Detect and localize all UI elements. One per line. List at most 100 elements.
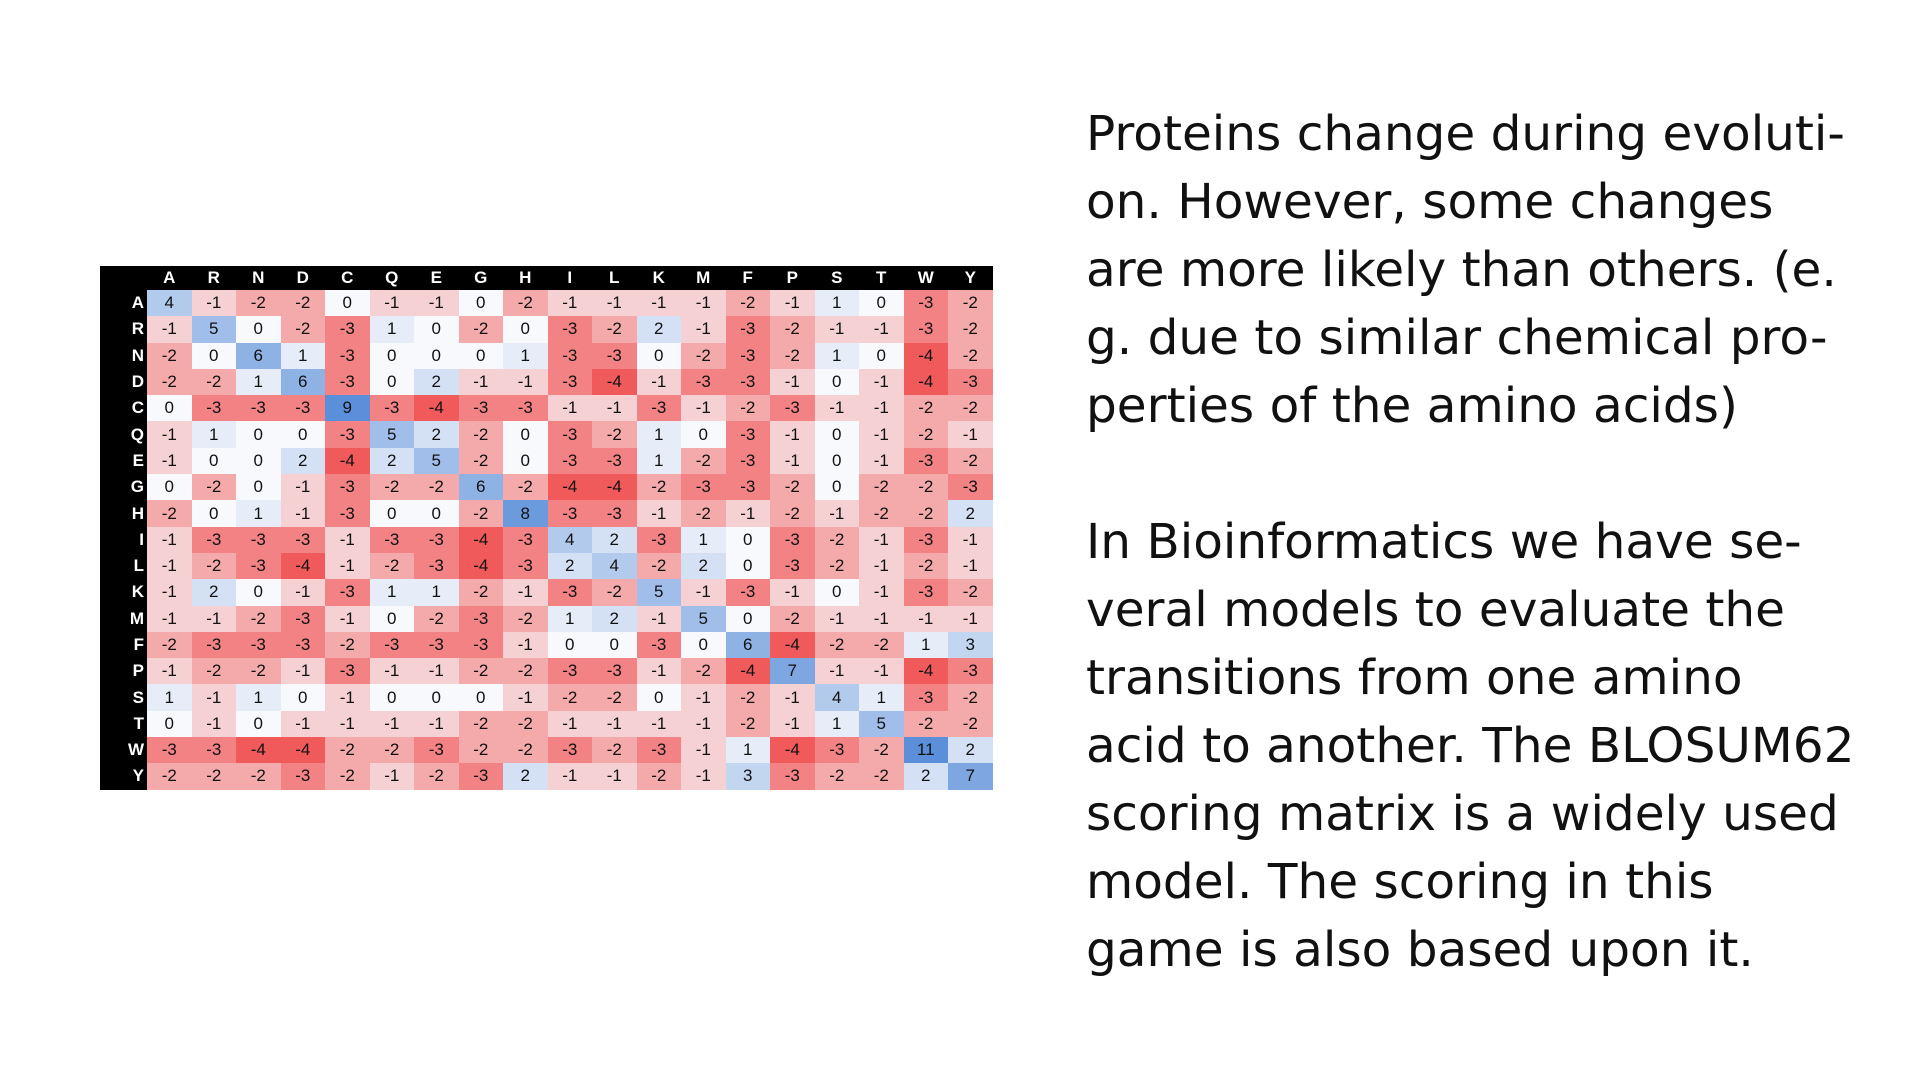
- score-cell: -4: [903, 368, 948, 396]
- row-label-k: K: [100, 579, 147, 606]
- matrix-row-l: L -1 -2 -3 -4 -1 -2 -3 -4 -3 2 4 -2 2 0 -3 -2 -1 -2 -1: [100, 552, 993, 580]
- score-cell: -1: [147, 421, 192, 448]
- score-cell: -1: [280, 658, 325, 685]
- matrix-row-e: E -1 0 0 2 -4 2 5 -2 0 -3 -3 1 -2 -3 -1 0 -1 -3 -2: [100, 447, 993, 475]
- score-cell: -4: [280, 552, 325, 580]
- score-cell: -1: [636, 290, 681, 317]
- score-cell: -1: [859, 421, 904, 448]
- text-line: Proteins change during evoluti-: [1086, 106, 1845, 162]
- score-cell: -3: [725, 579, 770, 606]
- paragraph-protein-evolution: Proteins change during evoluti- on. Howe…: [1086, 100, 1886, 440]
- score-cell: -1: [503, 684, 548, 711]
- score-cell: 5: [681, 605, 726, 632]
- score-cell: 1: [859, 684, 904, 711]
- column-label-g: G: [458, 266, 503, 290]
- score-cell: -3: [191, 631, 236, 659]
- score-cell: -3: [903, 526, 948, 553]
- matrix-row-s: S 1 -1 1 0 -1 0 0 0 -1 -2 -2 0 -1 -2 -1 4 1 -3 -2: [100, 684, 993, 711]
- text-line: game is also based upon it.: [1086, 922, 1754, 978]
- matrix-row-w: W -3 -3 -4 -4 -2 -2 -3 -2 -2 -3 -2 -3 -1 1 -4 -3 -2 11 2: [100, 737, 993, 764]
- score-cell: -3: [547, 368, 592, 396]
- score-cell: -3: [414, 526, 459, 553]
- score-cell: -1: [636, 710, 681, 738]
- score-cell: 7: [770, 658, 815, 685]
- score-cell: -2: [325, 737, 370, 764]
- score-cell: 5: [859, 710, 904, 738]
- score-cell: -4: [547, 474, 592, 501]
- score-cell: -1: [147, 605, 192, 632]
- score-cell: -3: [191, 395, 236, 422]
- score-cell: -1: [814, 500, 859, 527]
- score-cell: 5: [369, 421, 414, 448]
- column-label-h: H: [503, 266, 548, 290]
- score-cell: -2: [814, 526, 859, 553]
- score-cell: -3: [948, 368, 993, 396]
- score-cell: -3: [236, 526, 281, 553]
- score-cell: -1: [325, 552, 370, 580]
- score-cell: -1: [147, 316, 192, 343]
- score-cell: -3: [369, 526, 414, 553]
- score-cell: -3: [592, 342, 637, 369]
- score-cell: -2: [948, 395, 993, 422]
- row-label-a: A: [100, 290, 147, 317]
- score-cell: -3: [414, 737, 459, 764]
- score-cell: -1: [770, 368, 815, 396]
- score-cell: -4: [592, 474, 637, 501]
- matrix-corner-cell: [100, 266, 147, 290]
- score-cell: 0: [414, 316, 459, 343]
- score-cell: -1: [325, 605, 370, 632]
- score-cell: -3: [414, 631, 459, 659]
- score-cell: 0: [503, 316, 548, 343]
- score-cell: 1: [681, 526, 726, 553]
- score-cell: -1: [636, 605, 681, 632]
- score-cell: -1: [592, 710, 637, 738]
- score-cell: -3: [725, 447, 770, 475]
- score-cell: -2: [458, 421, 503, 448]
- score-cell: -3: [236, 631, 281, 659]
- score-cell: -2: [458, 710, 503, 738]
- score-cell: 6: [236, 342, 281, 369]
- score-cell: -2: [414, 605, 459, 632]
- score-cell: 0: [814, 368, 859, 396]
- score-cell: -3: [191, 526, 236, 553]
- score-cell: -2: [859, 763, 904, 790]
- score-cell: -2: [681, 658, 726, 685]
- score-cell: -3: [903, 290, 948, 317]
- score-cell: -1: [681, 290, 726, 317]
- score-cell: -1: [859, 552, 904, 580]
- score-cell: -1: [636, 500, 681, 527]
- column-label-d: D: [280, 266, 325, 290]
- score-cell: -2: [725, 684, 770, 711]
- score-cell: 0: [547, 631, 592, 659]
- score-cell: -2: [948, 290, 993, 317]
- score-cell: -2: [547, 684, 592, 711]
- text-line: perties of the amino acids): [1086, 378, 1738, 434]
- score-cell: -2: [325, 631, 370, 659]
- column-label-q: Q: [369, 266, 414, 290]
- score-cell: -2: [458, 500, 503, 527]
- score-cell: 1: [903, 631, 948, 659]
- score-cell: 0: [414, 500, 459, 527]
- score-cell: -3: [547, 579, 592, 606]
- score-cell: -1: [369, 710, 414, 738]
- score-cell: 0: [681, 421, 726, 448]
- score-cell: -1: [547, 395, 592, 422]
- score-cell: 0: [503, 447, 548, 475]
- score-cell: -1: [191, 684, 236, 711]
- score-cell: 0: [369, 342, 414, 369]
- score-cell: -2: [592, 421, 637, 448]
- score-cell: -2: [592, 579, 637, 606]
- matrix-row-k: K -1 2 0 -1 -3 1 1 -2 -1 -3 -2 5 -1 -3 -1 0 -1 -3 -2: [100, 579, 993, 606]
- score-cell: -1: [681, 579, 726, 606]
- score-cell: 6: [458, 474, 503, 501]
- score-cell: -2: [636, 552, 681, 580]
- score-cell: -1: [280, 474, 325, 501]
- score-cell: -2: [681, 447, 726, 475]
- score-cell: -1: [903, 605, 948, 632]
- score-cell: -1: [547, 763, 592, 790]
- score-cell: -3: [770, 526, 815, 553]
- score-cell: -1: [636, 368, 681, 396]
- score-cell: -2: [458, 579, 503, 606]
- paragraph-blosum62-model: In Bioinformatics we have se- veral mode…: [1086, 508, 1886, 984]
